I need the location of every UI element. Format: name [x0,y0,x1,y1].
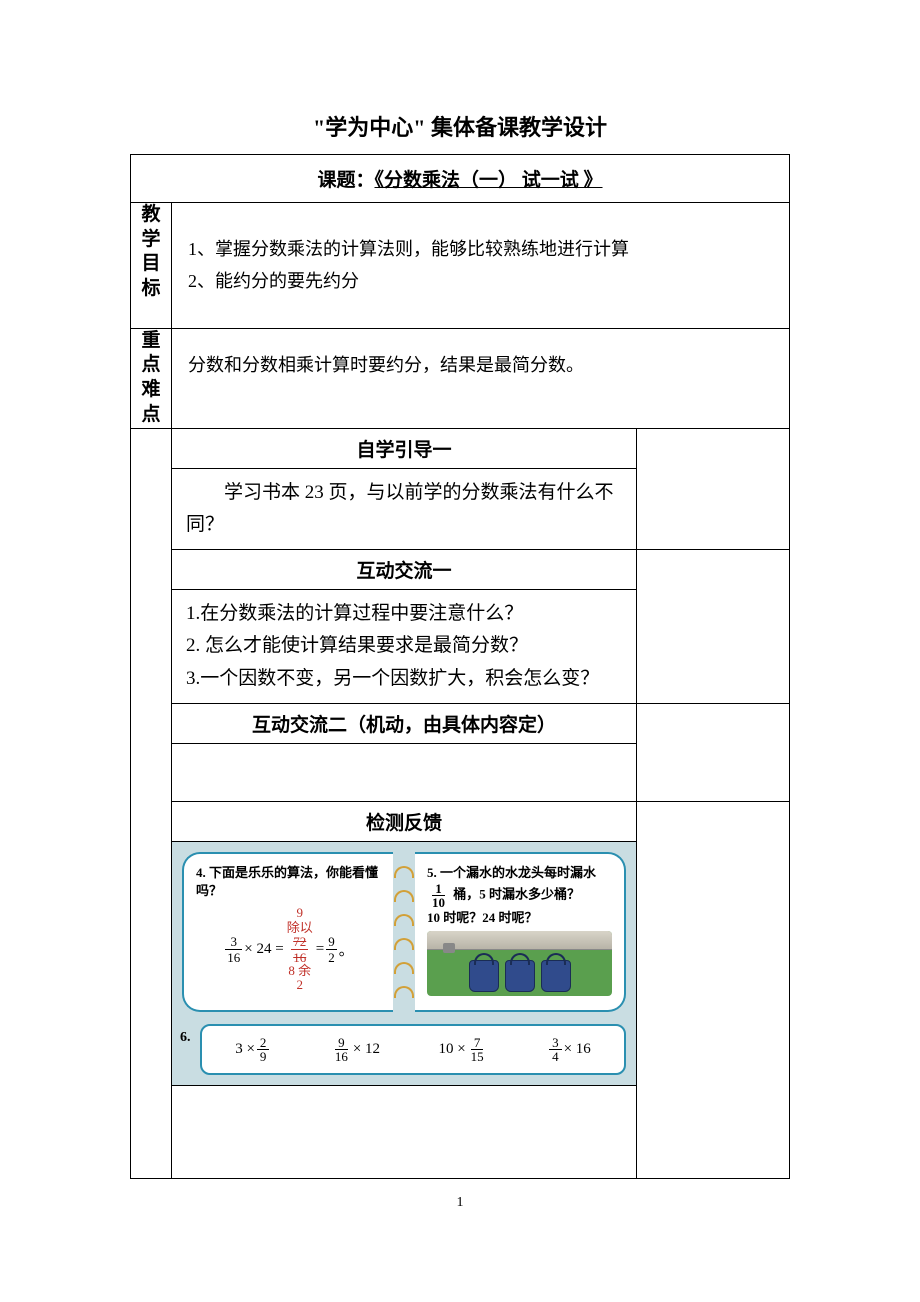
objective-1: 1、掌握分数乘法的计算法则，能够比较熟练地进行计算 [188,233,773,265]
feedback-notes [637,802,790,1179]
workbook-pages: 4. 下面是乐乐的算法，你能看懂吗？ 316 × 24 = 9 除以 7216 [182,852,626,1012]
q6-item-4: 34× 16 [547,1036,591,1063]
left-margin-cell [131,428,172,1179]
q5-title: 5. 一个漏水的水龙头每时漏水 110 桶，5 时漏水多少桶？ 10 时呢？24… [427,864,612,927]
topic-row: 课题：《分数乘法（一） 试一试 》 [131,155,790,203]
q4-equation: 316 × 24 = 9 除以 7216 8 余 2 [196,906,381,992]
q4-cancel: 9 除以 7216 8 余 2 [287,906,313,992]
faucet-icon [443,943,455,953]
q5-illustration [427,931,612,996]
keypoints-row: 重点难点 分数和分数相乘计算时要约分，结果是最简分数。 [131,328,790,428]
main-title: "学为中心" 集体备课教学设计 [130,110,790,142]
lesson-plan-table: 课题：《分数乘法（一） 试一试 》 教学目标 1、掌握分数乘法的计算法则，能够比… [130,154,790,1179]
q6-item-2: 916× 12 [330,1036,380,1063]
q6-item-1: 3 ×29 [235,1036,271,1063]
interact1-text: 1.在分数乘法的计算过程中要注意什么？ 2. 怎么才能使计算结果要求是最简分数？… [172,590,637,704]
bucket-icon [469,960,499,992]
objectives-label: 教学目标 [131,203,172,329]
guide1-header-row: 自学引导一 [131,428,790,468]
workbook-q4: 4. 下面是乐乐的算法，你能看懂吗？ 316 × 24 = 9 除以 7216 [182,852,393,1012]
page-number: 1 [130,1195,790,1211]
interact2-empty [172,744,637,802]
topic-label: 课题： [317,170,374,191]
interact1-q2: 2. 怎么才能使计算结果要求是最简分数？ [186,630,622,662]
feedback-header-row: 检测反馈 [131,802,790,842]
topic-value: 《分数乘法（一） 试一试 》 [375,170,603,191]
q6-item-3: 10 ×715 [438,1036,488,1063]
objectives-content: 1、掌握分数乘法的计算法则，能够比较熟练地进行计算 2、能约分的要先约分 [172,203,790,329]
workbook-cell: 4. 下面是乐乐的算法，你能看懂吗？ 316 × 24 = 9 除以 7216 [172,842,637,1086]
q4-frac-a: 316 [225,935,242,964]
q6-row: 3 ×29 916× 12 10 ×715 34× 16 [206,1036,620,1063]
workbook-q6: 6. 3 ×29 916× 12 10 ×715 34× 16 [182,1024,626,1075]
keypoints-content: 分数和分数相乘计算时要约分，结果是最简分数。 [172,328,790,428]
interact2-header-row: 互动交流二（机动，由具体内容定） [131,704,790,744]
q4-result: 92 [326,935,337,964]
interact1-q3: 3.一个因数不变，另一个因数扩大，积会怎么变？ [186,663,622,695]
interact1-notes [637,550,790,704]
workbook-q5: 5. 一个漏水的水龙头每时漏水 110 桶，5 时漏水多少桶？ 10 时呢？24… [415,852,626,1012]
interact1-header-row: 互动交流一 [131,550,790,590]
feedback-header: 检测反馈 [172,802,637,842]
q6-label: 6. [180,1030,191,1046]
objectives-row: 教学目标 1、掌握分数乘法的计算法则，能够比较熟练地进行计算 2、能约分的要先约… [131,203,790,329]
document-page: "学为中心" 集体备课教学设计 课题：《分数乘法（一） 试一试 》 教学目标 1… [0,0,920,1302]
bottom-empty [172,1086,637,1179]
spiral-binding [393,852,415,1012]
interact1-q1: 1.在分数乘法的计算过程中要注意什么？ [186,598,622,630]
bucket-icon [505,960,535,992]
objective-2: 2、能约分的要先约分 [188,265,773,297]
interact1-header: 互动交流一 [172,550,637,590]
bucket-icon [541,960,571,992]
guide1-notes [637,428,790,550]
interact2-header: 互动交流二（机动，由具体内容定） [172,704,637,744]
guide1-text: 学习书本 23 页，与以前学的分数乘法有什么不同？ [172,468,637,550]
guide1-header: 自学引导一 [172,428,637,468]
keypoints-label: 重点难点 [131,328,172,428]
interact2-notes [637,704,790,802]
q4-title: 4. 下面是乐乐的算法，你能看懂吗？ [196,864,381,900]
